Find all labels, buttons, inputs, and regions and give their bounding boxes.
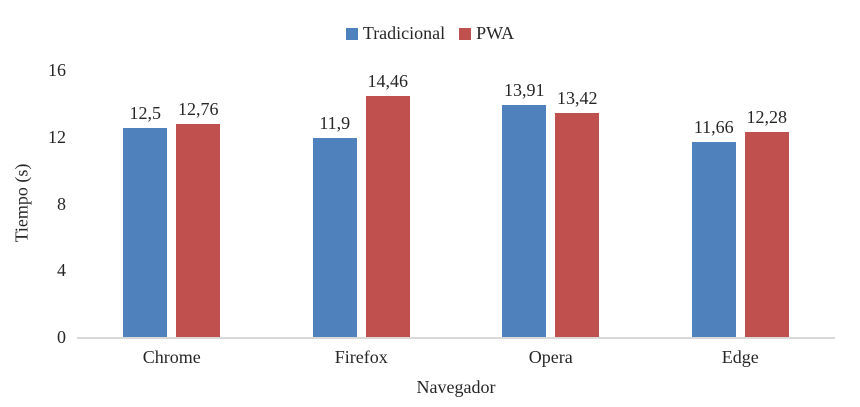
bar-group-edge: 11,66 12,28 — [691, 108, 789, 337]
x-category-label-firefox: Firefox — [334, 347, 388, 367]
legend-label-pwa: PWA — [476, 23, 515, 44]
data-label-pwa-chrome: 12,76 — [178, 99, 219, 120]
bar-group-opera: 13,91 13,42 — [502, 81, 600, 337]
bar-group-firefox: 11,9 14,46 — [312, 72, 410, 337]
data-label-tradicional-edge: 11,66 — [693, 117, 734, 138]
y-tick-label: 16 — [48, 60, 66, 80]
x-category-label-edge: Edge — [721, 347, 759, 367]
bar-pwa-edge: 12,28 — [744, 108, 789, 337]
bar-tradicional-opera: 13,91 — [502, 81, 547, 337]
y-tick-label: 8 — [57, 193, 66, 214]
y-tick-label: 4 — [57, 260, 66, 281]
data-label-tradicional-chrome: 12,5 — [129, 103, 162, 124]
bar-pwa-chrome: 12,76 — [176, 100, 221, 337]
data-label-tradicional-opera: 13,91 — [504, 79, 545, 100]
data-label-pwa-edge: 12,28 — [746, 107, 788, 128]
bar-pwa-opera: 13,42 — [555, 89, 600, 337]
plot-area: 12,5 12,76 11,9 14,46 13,91 13,42 11,66 12,28 — [77, 70, 835, 339]
data-label-pwa-firefox: 14,46 — [367, 70, 409, 91]
legend-swatch-tradicional — [345, 27, 358, 40]
legend-swatch-pwa — [459, 27, 472, 40]
legend-item-pwa: PWA — [459, 23, 515, 44]
bar-group-chrome: 12,5 12,76 — [123, 100, 221, 337]
legend-item-tradicional: Tradicional — [345, 23, 446, 44]
x-category-label-opera: Opera — [528, 347, 573, 367]
legend-label-tradicional: Tradicional — [362, 23, 446, 44]
bar-tradicional-chrome: 12,5 — [123, 104, 168, 337]
data-label-tradicional-firefox: 11,9 — [319, 113, 351, 134]
legend: Tradicional PWA — [0, 22, 860, 46]
x-axis-title: Navegador — [416, 377, 496, 397]
bar-tradicional-firefox: 11,9 — [312, 114, 357, 337]
bar-pwa-firefox: 14,46 — [365, 72, 410, 337]
data-label-pwa-opera: 13,42 — [557, 88, 598, 109]
y-tick-label: 0 — [57, 327, 66, 347]
x-category-label-chrome: Chrome — [142, 347, 201, 367]
y-tick-label: 12 — [48, 126, 66, 147]
bar-tradicional-edge: 11,66 — [691, 118, 736, 337]
